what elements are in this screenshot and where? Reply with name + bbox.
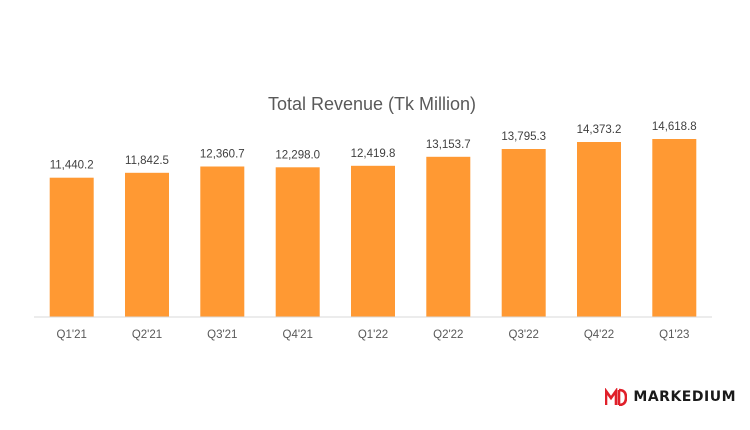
data-label-8: 14,618.8 <box>652 121 697 133</box>
bar-2 <box>200 166 245 317</box>
data-label-0: 11,440.2 <box>50 160 94 172</box>
data-label-group: 11,440.2 11,842.5 12,360.7 12,298.0 12,419.8… <box>50 121 697 172</box>
data-label-7: 14,373.2 <box>577 124 622 136</box>
x-tick-label-2: Q3'21 <box>207 329 237 341</box>
x-tick-group: Q1'21 Q2'21 Q3'21 Q4'21 Q1'22 Q2'22 Q3'22 Q4'22… <box>57 329 690 341</box>
x-tick-label-1: Q2'21 <box>132 329 162 341</box>
bar-1 <box>125 172 169 317</box>
brand-watermark: MARKEDIUM <box>605 388 736 406</box>
x-tick-label-8: Q1'23 <box>659 329 689 341</box>
bar-8 <box>652 139 697 317</box>
brand-name: MARKEDIUM <box>633 389 736 405</box>
x-tick-label-3: Q4'21 <box>283 329 313 341</box>
data-label-6: 13,795.3 <box>501 131 546 143</box>
bar-0 <box>49 177 94 317</box>
data-label-3: 12,298.0 <box>275 149 320 161</box>
md-logo-icon <box>605 388 628 406</box>
x-tick-label-7: Q4'22 <box>584 329 614 341</box>
x-tick-label-6: Q3'22 <box>509 329 539 341</box>
bar-7 <box>577 142 621 317</box>
data-label-4: 12,419.8 <box>351 148 396 160</box>
x-tick-label-4: Q1'22 <box>358 329 388 341</box>
data-label-2: 12,360.7 <box>200 149 245 161</box>
bar-4 <box>351 165 395 317</box>
data-label-5: 13,153.7 <box>426 139 471 151</box>
bar-6 <box>501 149 546 317</box>
bar-group <box>49 139 697 317</box>
x-tick-label-0: Q1'21 <box>57 329 87 341</box>
data-label-1: 11,842.5 <box>125 155 169 167</box>
bar-5 <box>426 156 471 317</box>
bar-3 <box>275 167 320 317</box>
x-tick-label-5: Q2'22 <box>433 329 463 341</box>
chart-title: Total Revenue (Tk Million) <box>268 94 476 114</box>
